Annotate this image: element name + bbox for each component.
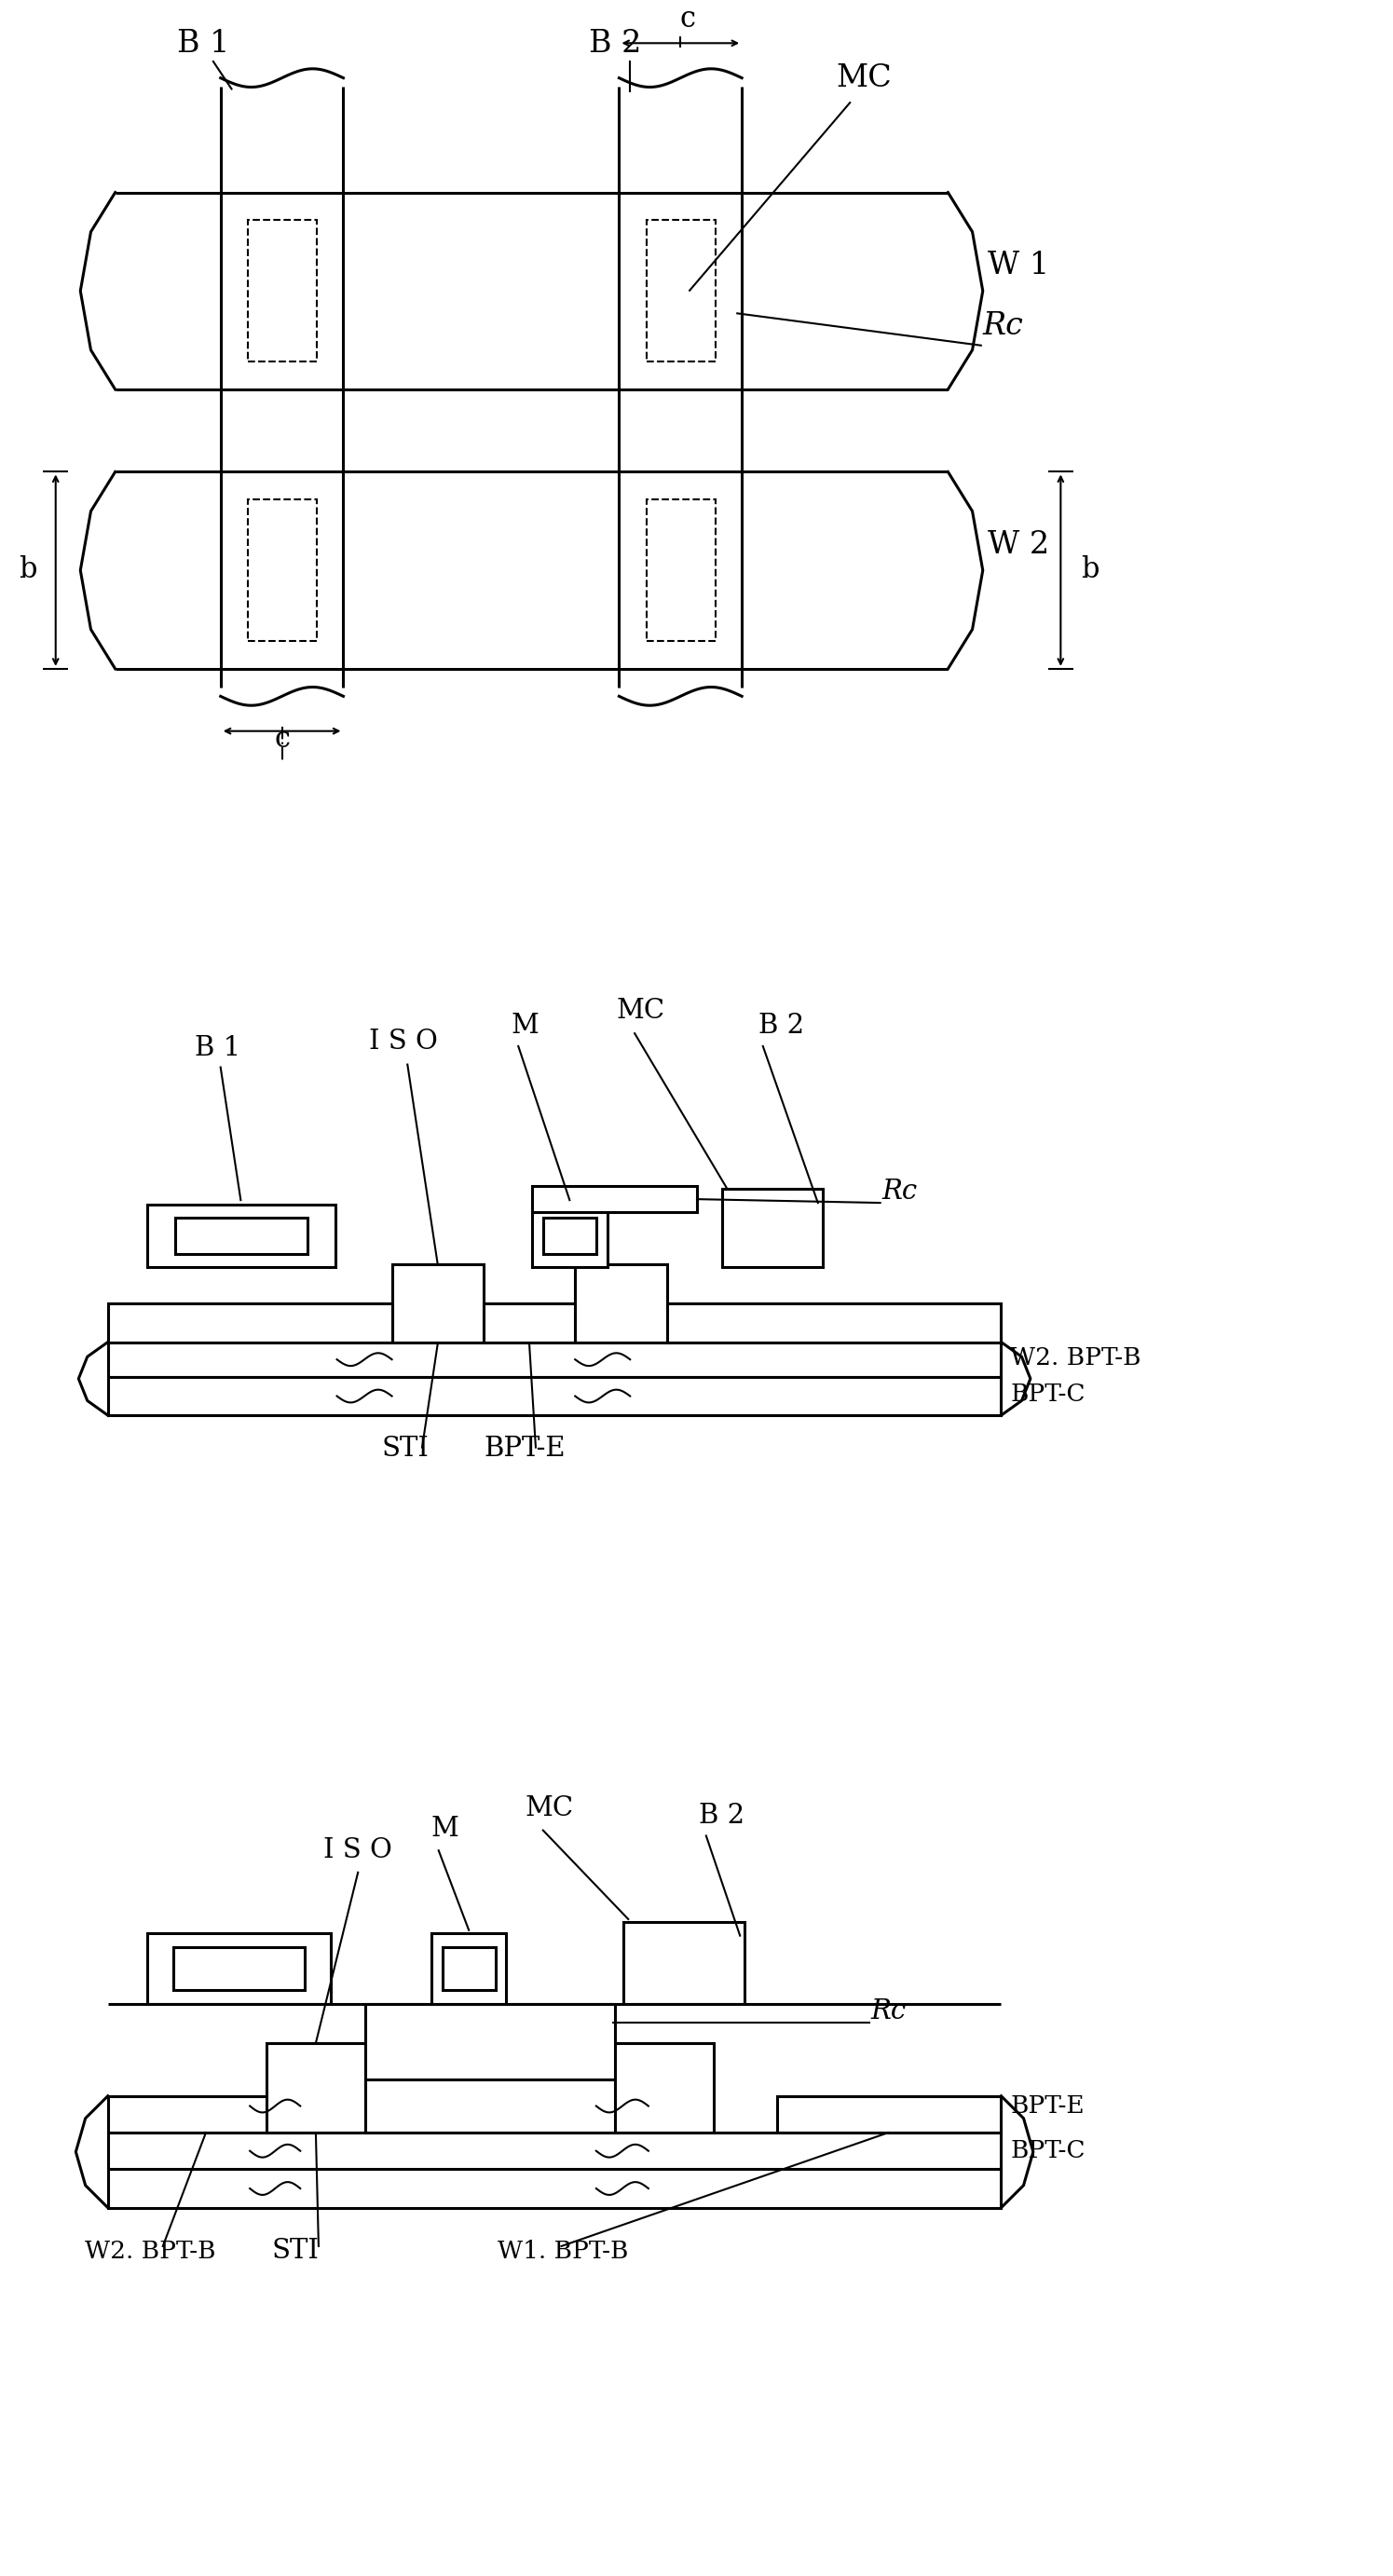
Bar — [148, 1206, 336, 1267]
Bar — [391, 1265, 483, 1342]
Bar — [646, 500, 715, 641]
Text: I S O: I S O — [323, 1837, 391, 1862]
Text: c: c — [680, 5, 695, 33]
Bar — [777, 2097, 1002, 2133]
Text: STI: STI — [382, 1435, 429, 1463]
Bar — [624, 1922, 745, 2004]
Bar — [107, 1303, 391, 1342]
Bar — [173, 1947, 305, 1989]
Text: B 2: B 2 — [589, 28, 641, 59]
Bar — [432, 1932, 507, 2004]
Text: b: b — [20, 556, 38, 585]
Bar — [365, 2079, 614, 2133]
Text: M: M — [432, 1816, 460, 1842]
Bar — [543, 1218, 596, 1255]
Text: STI: STI — [272, 2239, 319, 2264]
Text: I S O: I S O — [369, 1028, 437, 1054]
Bar — [107, 1342, 1002, 1376]
Bar — [107, 2169, 1002, 2208]
Text: MC: MC — [836, 64, 892, 93]
Bar — [174, 1218, 308, 1255]
Bar — [483, 1303, 575, 1342]
Bar — [646, 219, 715, 361]
Text: BPT-E: BPT-E — [1010, 2094, 1085, 2117]
Bar — [107, 2097, 305, 2133]
Text: W 2: W 2 — [988, 531, 1049, 559]
Text: c: c — [274, 726, 290, 755]
Text: MC: MC — [525, 1795, 574, 1821]
Text: W 1: W 1 — [988, 250, 1049, 281]
Text: W2. BPT-B: W2. BPT-B — [1010, 1347, 1141, 1370]
Text: M: M — [511, 1012, 539, 1038]
Bar — [248, 500, 316, 641]
Bar — [532, 1206, 607, 1267]
Bar — [614, 2043, 713, 2133]
Text: Rc: Rc — [983, 312, 1024, 340]
Bar — [248, 219, 316, 361]
Text: Rc: Rc — [882, 1180, 918, 1206]
Text: MC: MC — [616, 999, 664, 1025]
Bar — [266, 2043, 365, 2133]
Text: BPT-C: BPT-C — [1010, 1383, 1085, 1406]
Text: W2. BPT-B: W2. BPT-B — [85, 2239, 216, 2262]
Bar — [107, 2133, 1002, 2169]
Text: W1. BPT-B: W1. BPT-B — [497, 2239, 628, 2262]
Text: b: b — [1081, 556, 1099, 585]
Bar — [532, 1188, 696, 1211]
Text: Rc: Rc — [871, 1999, 907, 2025]
Text: B 1: B 1 — [177, 28, 228, 59]
Bar — [442, 1947, 496, 1989]
Bar — [667, 1303, 1002, 1342]
Text: B 2: B 2 — [699, 1803, 745, 1829]
Text: BPT-C: BPT-C — [1010, 2138, 1085, 2164]
Bar — [148, 1932, 330, 2004]
Bar — [107, 1376, 1002, 1414]
Text: BPT-E: BPT-E — [483, 1435, 566, 1463]
Bar — [722, 1190, 822, 1267]
Bar — [365, 2004, 614, 2079]
Bar — [575, 1265, 667, 1342]
Text: B 2: B 2 — [758, 1012, 804, 1038]
Text: B 1: B 1 — [195, 1036, 241, 1061]
